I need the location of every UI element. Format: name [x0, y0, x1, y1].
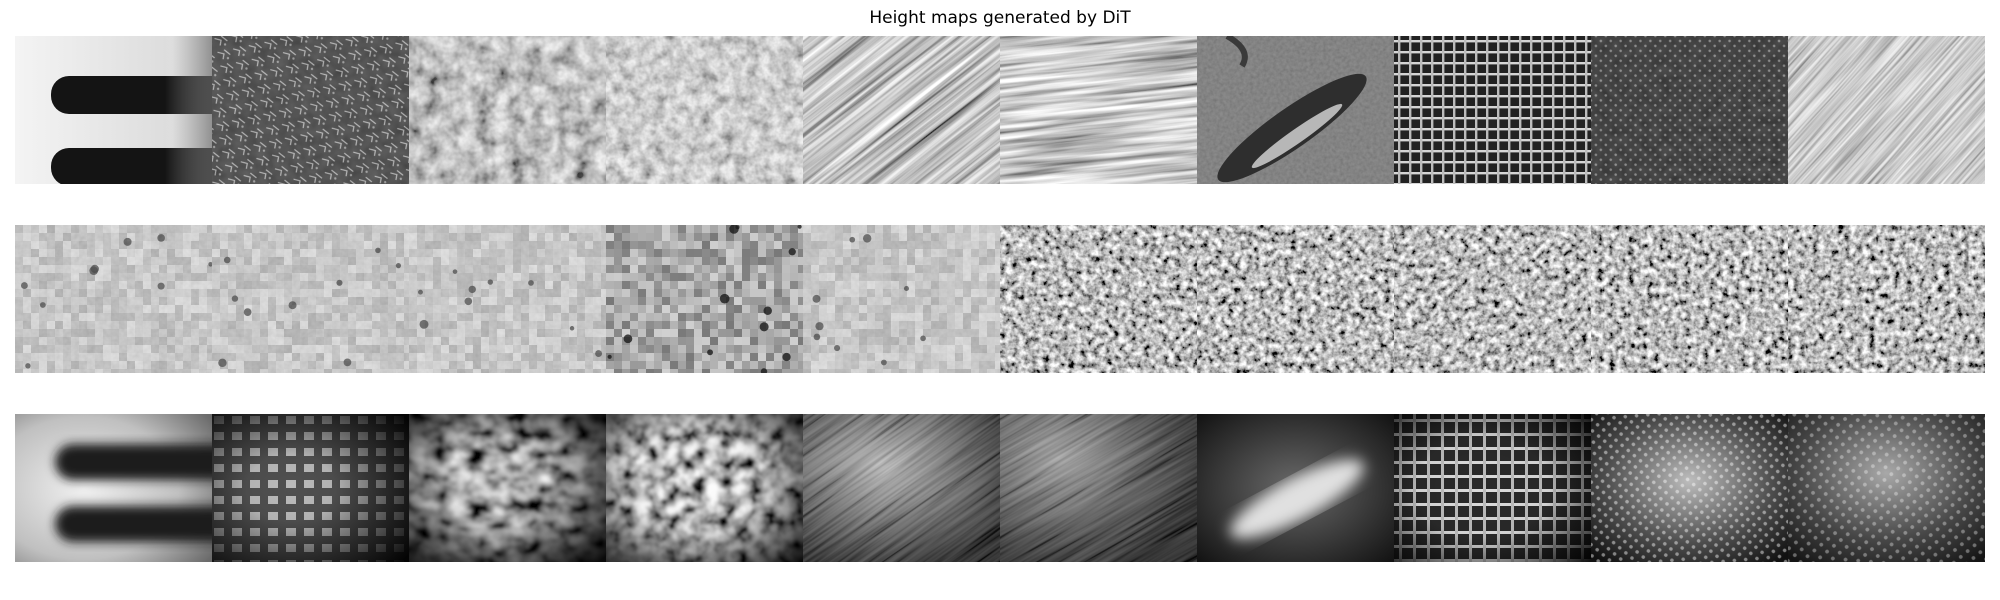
height-map-image-row3-col3 [409, 414, 606, 562]
height-map-image-row2-col5 [803, 225, 1000, 373]
blocky-noise-light-texture [15, 225, 212, 373]
height-map-image-row3-col2 [212, 414, 409, 562]
height-map-image-row1-col1 [15, 36, 212, 184]
height-map-image-row1-col9 [1591, 36, 1788, 184]
comb-slots-texture [15, 36, 212, 184]
scratched-surface-with-groove-texture [1197, 36, 1394, 184]
height-map-image-row2-col8 [1394, 225, 1591, 373]
diagonal-brushed-texture [1788, 36, 1985, 184]
height-map-image-row1-col7 [1197, 36, 1394, 184]
granular-noise-texture [1197, 225, 1394, 373]
granular-noise-texture [1000, 225, 1197, 373]
height-map-image-row2-col3 [409, 225, 606, 373]
crumpled-coarse-texture [409, 36, 606, 184]
woven-fabric-dark-texture [212, 36, 409, 184]
height-map-image-row2-col9 [1591, 225, 1788, 373]
height-map-image-row1-col10 [1788, 36, 1985, 184]
height-map-image-row3-col7 [1197, 414, 1394, 562]
blocky-noise-light-texture [409, 225, 606, 373]
height-map-image-row2-col7 [1197, 225, 1394, 373]
crumpled-blurred-fine-texture [606, 414, 803, 562]
height-map-image-row3-col10 [1788, 414, 1985, 562]
granular-noise-texture [1788, 225, 1985, 373]
diagonal-glow-texture [803, 414, 1000, 562]
height-map-image-row1-col6 [1000, 36, 1197, 184]
horizontal-wood-grain-texture [1000, 36, 1197, 184]
height-map-image-row3-col5 [803, 414, 1000, 562]
woven-blurred-texture [212, 414, 409, 562]
diagonal-glow-dim-texture [1000, 414, 1197, 562]
diagonal-wood-grain-texture [803, 36, 1000, 184]
height-map-image-row2-col1 [15, 225, 212, 373]
groove-glow-texture [1197, 414, 1394, 562]
height-map-image-row1-col5 [803, 36, 1000, 184]
knit-glow-dim-texture [1788, 414, 1985, 562]
height-map-image-row1-col2 [212, 36, 409, 184]
height-map-image-row1-col3 [409, 36, 606, 184]
blocky-noise-mid-texture [606, 225, 803, 373]
height-map-image-row2-col6 [1000, 225, 1197, 373]
height-map-image-row3-col9 [1591, 414, 1788, 562]
crumpled-blurred-texture [409, 414, 606, 562]
blocky-noise-light-texture [803, 225, 1000, 373]
granular-noise-texture [1394, 225, 1591, 373]
granular-noise-texture [1591, 225, 1788, 373]
height-map-image-row3-col4 [606, 414, 803, 562]
fine-knit-dark-texture [1591, 36, 1788, 184]
height-map-image-row1-col4 [606, 36, 803, 184]
crumpled-fine-texture [606, 36, 803, 184]
height-map-image-row3-col8 [1394, 414, 1591, 562]
wire-mesh-texture [1394, 36, 1591, 184]
height-map-image-row2-col2 [212, 225, 409, 373]
image-grid [15, 36, 1985, 562]
wire-mesh-vignette-texture [1394, 414, 1591, 562]
blocky-noise-light-texture [212, 225, 409, 373]
comb-slots-blurred-texture [15, 414, 212, 562]
height-map-image-row3-col1 [15, 414, 212, 562]
knit-glow-texture [1591, 414, 1788, 562]
height-map-image-row2-col4 [606, 225, 803, 373]
height-map-image-row2-col10 [1788, 225, 1985, 373]
height-map-image-row1-col8 [1394, 36, 1591, 184]
height-map-image-row3-col6 [1000, 414, 1197, 562]
figure-title: Height maps generated by DiT [869, 8, 1131, 28]
